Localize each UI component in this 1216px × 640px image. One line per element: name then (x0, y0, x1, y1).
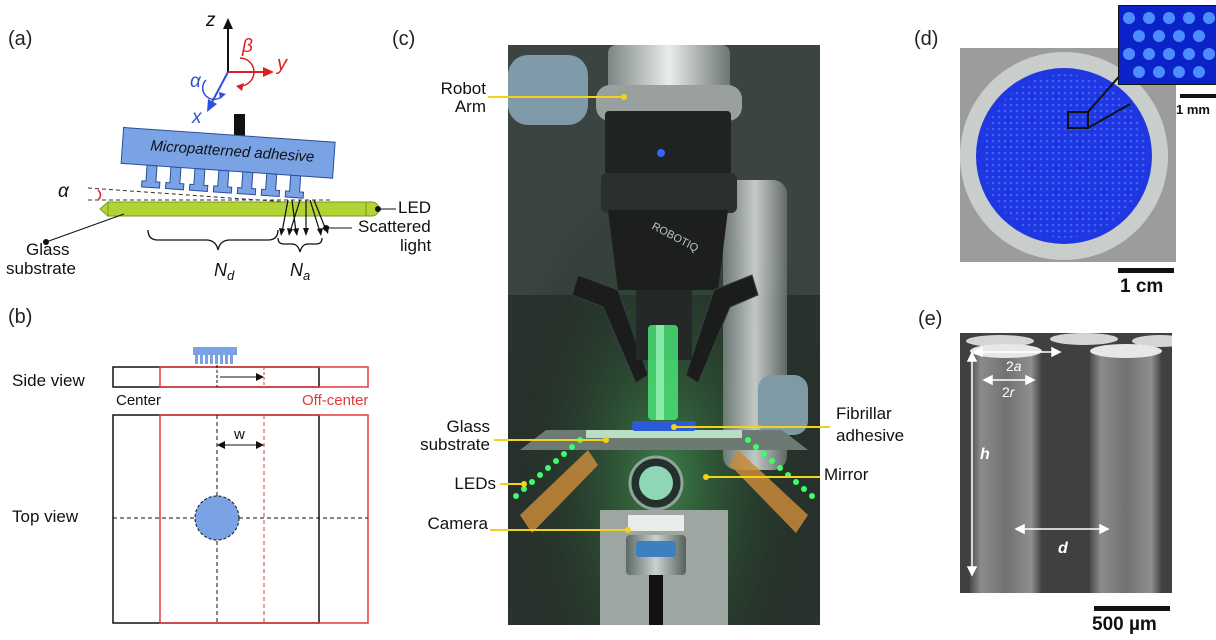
top-view-adhesive (194, 495, 240, 541)
robot-setup-photo: ROBOTIQ (508, 45, 820, 625)
off-center-label: Off-center (302, 392, 369, 409)
side-view-adhesive (193, 347, 237, 364)
inset-scale-label: 1 mm (1176, 102, 1210, 117)
alpha-tilt-label: α (58, 181, 70, 202)
panel-e-label: (e) (918, 308, 943, 330)
glass-substrate-label-2: substrate (420, 435, 490, 454)
scattered-label-line1: Scattered (358, 217, 431, 236)
e-scale-bar (1094, 606, 1170, 611)
scattered-label-line2: light (400, 236, 432, 255)
brace-nd (147, 229, 279, 251)
panel-b-diagram: w (112, 347, 369, 624)
w-label: w (233, 426, 245, 443)
mirror-label: Mirror (824, 465, 869, 484)
camera-label: Camera (427, 514, 488, 533)
sem-micrograph (960, 333, 1172, 593)
glass-label-line1: Glass (26, 240, 70, 259)
axis-y-label: y (275, 53, 288, 75)
led-label: LED (398, 198, 432, 217)
side-view-label: Side view (12, 371, 85, 390)
na-label: Na (290, 260, 310, 283)
brace-na (277, 237, 323, 253)
fibrillar-adhesive-label-1: Fibrillar (836, 404, 892, 423)
h-label: h (980, 446, 990, 463)
panel-c-label: (c) (392, 28, 416, 50)
robot-arm-label-1: Robot (440, 79, 486, 98)
two-a-label: 2a (1006, 358, 1022, 374)
inset-scale-bar (1180, 94, 1216, 98)
beta-label: β (241, 36, 253, 57)
leds-label: LEDs (454, 474, 496, 493)
e-scale-label: 500 µm (1092, 614, 1157, 635)
micropatterned-adhesive (120, 126, 336, 199)
glass-substrate-label-1: Glass (446, 417, 490, 436)
holder-stem (234, 114, 245, 138)
dot-pattern-inset (1118, 5, 1216, 85)
d-scale-label: 1 cm (1120, 276, 1164, 297)
glass-label-line2: substrate (6, 259, 76, 278)
panel-a-diagram: z y x β α Micropatterned adhesive α (43, 10, 396, 283)
sem-annotations: 2a 2r h d (966, 346, 1110, 577)
nd-label: Nd (214, 260, 235, 283)
coordinate-axes (201, 18, 274, 112)
panel-a-label: (a) (8, 28, 33, 50)
panel-b-label: (b) (8, 306, 33, 328)
two-r-label: 2r (1002, 384, 1016, 400)
d-label: d (1058, 540, 1069, 557)
axis-z-label: z (205, 10, 216, 31)
panel-d-label: (d) (914, 28, 939, 50)
center-label: Center (116, 392, 162, 409)
axis-x-label: x (191, 107, 203, 128)
fibrillar-adhesive-label-2: adhesive (836, 426, 905, 445)
robot-arm-label-2: Arm (454, 97, 486, 116)
scattered-light-arrows (281, 199, 327, 233)
alpha-axis-label: α (190, 71, 202, 92)
d-scale-bar (1118, 268, 1174, 273)
top-view-label: Top view (12, 507, 79, 526)
